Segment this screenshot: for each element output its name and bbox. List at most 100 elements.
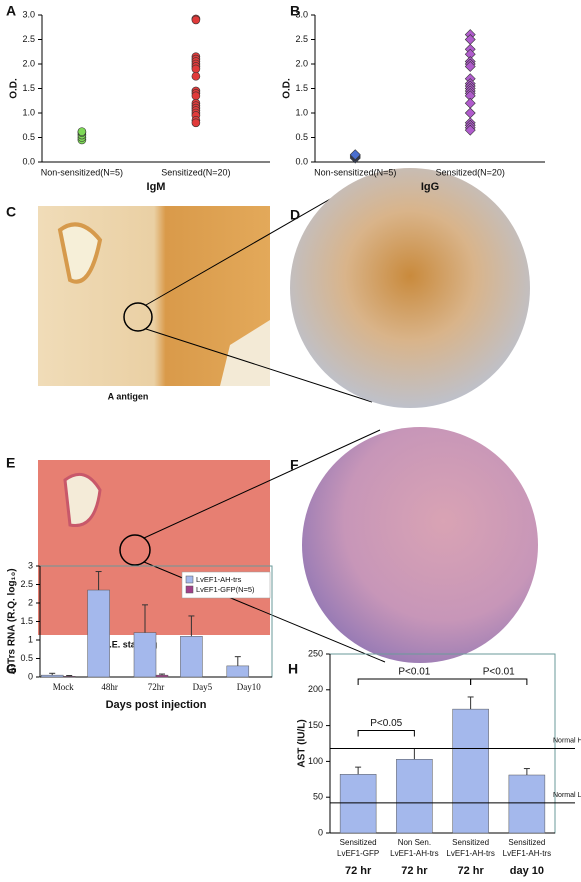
significance-label: P<0.01 bbox=[483, 667, 515, 678]
image-c-vessel bbox=[57, 222, 103, 284]
legend-label: LvEF1-GFP(N=5) bbox=[196, 585, 255, 594]
panel-label: E bbox=[6, 455, 15, 471]
x-tick-label: LvEF1-AH-trs bbox=[503, 849, 551, 858]
x-tick-label: Sensitized bbox=[452, 838, 489, 847]
y-tick-label: 1.0 bbox=[295, 107, 308, 117]
y-axis-label: AST (IU/L) bbox=[297, 719, 308, 767]
image-d bbox=[290, 168, 530, 408]
panel-label: G bbox=[6, 661, 17, 677]
x-axis-label: IgG bbox=[421, 181, 439, 193]
reference-label: Normal High bbox=[553, 737, 581, 744]
x-tick-label: Sensitized(N=20) bbox=[436, 167, 505, 177]
y-tick-label: 3 bbox=[28, 560, 33, 570]
point bbox=[464, 97, 476, 109]
y-tick-label: 2.0 bbox=[22, 58, 35, 68]
y-tick-label: 250 bbox=[308, 648, 323, 658]
y-tick-label: 0.0 bbox=[295, 156, 308, 166]
group-label: 72 hr bbox=[401, 865, 428, 877]
y-tick-label: 1.5 bbox=[295, 83, 308, 93]
bar bbox=[396, 759, 433, 834]
x-tick-label: LvEF1-AH-trs bbox=[446, 849, 494, 858]
bar bbox=[62, 676, 76, 678]
bar bbox=[155, 674, 169, 678]
x-tick-label: Non-sensitized(N=5) bbox=[314, 167, 396, 177]
significance-bracket bbox=[357, 730, 415, 737]
bar bbox=[508, 774, 546, 834]
panel-label: A bbox=[6, 3, 16, 19]
y-tick-label: 2.5 bbox=[295, 34, 308, 44]
zoom-circle bbox=[123, 302, 153, 332]
x-tick-label: Sensitized bbox=[508, 838, 545, 847]
y-tick-label: 2.5 bbox=[20, 579, 33, 589]
bar bbox=[452, 708, 489, 834]
bar bbox=[339, 774, 377, 834]
point bbox=[191, 15, 201, 25]
point bbox=[464, 61, 476, 72]
zoom-circle bbox=[119, 534, 151, 566]
significance-label: P<0.01 bbox=[398, 667, 430, 678]
reference-label: Normal Low bbox=[553, 792, 581, 799]
zoom-line bbox=[145, 328, 373, 403]
y-tick-label: 2 bbox=[28, 597, 33, 607]
panel-label: H bbox=[288, 661, 298, 677]
group-label: day 10 bbox=[510, 865, 544, 877]
x-tick-label: Day10 bbox=[237, 682, 261, 692]
y-tick-label: 200 bbox=[308, 684, 323, 694]
point bbox=[191, 118, 201, 128]
legend-label: LvEF1-AH-trs bbox=[196, 575, 242, 584]
panel-label: C bbox=[6, 204, 16, 220]
y-tick-label: 1.5 bbox=[22, 83, 35, 93]
y-tick-label: 0.5 bbox=[295, 132, 308, 142]
x-tick-label: 72hr bbox=[148, 682, 165, 692]
significance-bracket bbox=[357, 678, 472, 685]
x-tick-label: LvEF1-GFP bbox=[337, 849, 379, 858]
y-tick-label: 3.0 bbox=[22, 9, 35, 19]
y-tick-label: 2.5 bbox=[22, 34, 35, 44]
panel-label: F bbox=[290, 457, 299, 473]
y-tick-label: 3.0 bbox=[295, 9, 308, 19]
point bbox=[464, 107, 476, 119]
y-tick-label: 1.0 bbox=[22, 107, 35, 117]
caption: A antigen bbox=[108, 391, 149, 401]
y-tick-label: 0 bbox=[318, 827, 323, 837]
y-tick-label: 1 bbox=[28, 634, 33, 644]
bar bbox=[180, 636, 203, 678]
point bbox=[191, 64, 201, 74]
image-f bbox=[302, 427, 538, 663]
x-axis-label: IgM bbox=[147, 181, 166, 193]
group-label: 72 hr bbox=[457, 865, 484, 877]
y-tick-label: 100 bbox=[308, 756, 323, 766]
point bbox=[191, 71, 201, 81]
y-axis-label: O.D. bbox=[282, 78, 293, 99]
y-tick-label: 0 bbox=[28, 671, 33, 681]
x-tick-label: Non Sen. bbox=[398, 838, 431, 847]
bar bbox=[87, 589, 110, 678]
y-tick-label: 0.5 bbox=[20, 653, 33, 663]
x-tick-label: 48hr bbox=[101, 682, 118, 692]
point bbox=[464, 124, 476, 136]
y-tick-label: 0.5 bbox=[22, 132, 35, 142]
bar bbox=[133, 632, 157, 678]
image-labels: C A antigen D E H.E. staining F bbox=[6, 204, 300, 650]
significance-label: P<0.05 bbox=[370, 718, 402, 729]
bar bbox=[226, 665, 250, 678]
x-tick-label: LvEF1-AH-trs bbox=[390, 849, 438, 858]
significance-bracket bbox=[470, 678, 528, 685]
y-tick-label: 150 bbox=[308, 720, 323, 730]
x-tick-label: Day5 bbox=[193, 682, 213, 692]
x-tick-label: Sensitized bbox=[340, 838, 377, 847]
y-tick-label: 0.0 bbox=[22, 156, 35, 166]
bar bbox=[40, 674, 64, 678]
image-c-corner bbox=[220, 320, 270, 386]
point bbox=[349, 149, 361, 161]
x-axis-label: Days post injection bbox=[106, 699, 207, 711]
zoom-line bbox=[143, 429, 381, 539]
y-tick-label: 2.0 bbox=[295, 58, 308, 68]
image-e-vessel bbox=[63, 472, 102, 528]
point bbox=[191, 91, 201, 101]
y-axis-label: O.D. bbox=[9, 78, 20, 99]
panel-label: B bbox=[290, 3, 300, 19]
legend-swatch bbox=[185, 585, 194, 594]
y-axis-label: A-Trs RNA (R.Q. log₁₀) bbox=[7, 568, 18, 674]
